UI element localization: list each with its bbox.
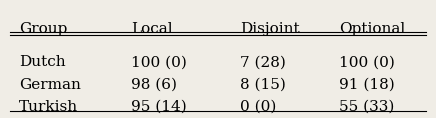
Text: 95 (14): 95 (14): [131, 100, 187, 114]
Text: Local: Local: [131, 22, 173, 36]
Text: 91 (18): 91 (18): [339, 78, 395, 92]
Text: 100 (0): 100 (0): [339, 55, 395, 69]
Text: 8 (15): 8 (15): [240, 78, 286, 92]
Text: Optional: Optional: [339, 22, 405, 36]
Text: 98 (6): 98 (6): [131, 78, 177, 92]
Text: Group: Group: [19, 22, 67, 36]
Text: 100 (0): 100 (0): [131, 55, 187, 69]
Text: Disjoint: Disjoint: [240, 22, 299, 36]
Text: 0 (0): 0 (0): [240, 100, 276, 114]
Text: 55 (33): 55 (33): [339, 100, 395, 114]
Text: German: German: [19, 78, 81, 92]
Text: 7 (28): 7 (28): [240, 55, 286, 69]
Text: Dutch: Dutch: [19, 55, 65, 69]
Text: Turkish: Turkish: [19, 100, 78, 114]
